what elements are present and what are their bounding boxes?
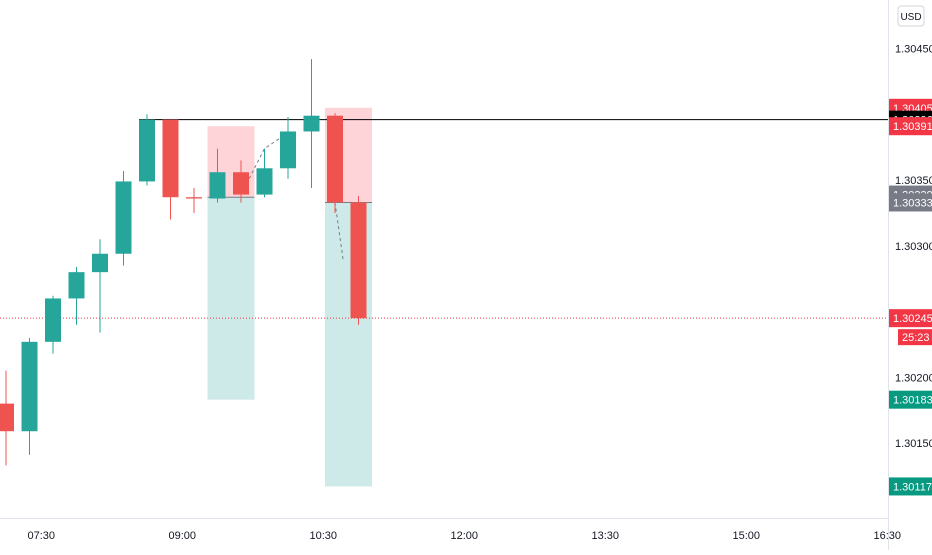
price-tag-box (889, 193, 932, 212)
time-tick-label: 09:00 (168, 530, 196, 542)
price-tag-text: 1.30333 (893, 197, 932, 209)
candle-body (209, 172, 226, 199)
candle-body (303, 115, 320, 132)
candle (350, 195, 367, 325)
candle (233, 160, 249, 203)
candle (0, 370, 14, 466)
time-tick-label: 15:00 (732, 530, 760, 542)
price-tag-text: 1.30117 (893, 481, 932, 493)
candle-body (280, 131, 296, 169)
candle-body (233, 172, 249, 195)
time-tick-label: 10:30 (309, 530, 337, 542)
price-tags: 1.304051.303961.303911.303391.303331.302… (889, 98, 932, 496)
position-zones[interactable] (207, 107, 373, 487)
time-tick-label: 07:30 (27, 530, 55, 542)
currency-box[interactable] (897, 5, 925, 27)
candles (0, 59, 367, 466)
price-tick-label: 1.30300 (895, 241, 932, 253)
price-tag: 1.30117 (889, 477, 932, 496)
candle (303, 59, 320, 189)
candle (209, 148, 226, 203)
candle-body (350, 202, 367, 319)
time-tick-label: 13:30 (591, 530, 619, 542)
countdown-tag: 25:23 (898, 329, 932, 346)
candle-body (256, 168, 273, 195)
price-tag-box (889, 117, 932, 136)
time-tick-label: 12:00 (450, 530, 478, 542)
candle-body (115, 181, 132, 254)
candle (21, 337, 38, 455)
price-tick-label: 1.30150 (895, 438, 932, 450)
candle-body (92, 253, 108, 273)
candle-body (68, 272, 85, 299)
price-tick-label: 1.30450 (895, 44, 932, 56)
price-tag: 1.30183 (889, 390, 932, 409)
candle (139, 114, 155, 186)
candle (115, 170, 132, 266)
countdown-text: 25:23 (902, 332, 930, 344)
price-tag: 1.30391 (889, 117, 932, 136)
candle-body (186, 197, 202, 199)
price-tag: 1.30333 (889, 193, 932, 212)
candle (68, 266, 85, 325)
candle (45, 295, 61, 354)
currency-selector[interactable]: USD (897, 5, 925, 27)
candle-body (21, 341, 38, 432)
price-tick-label: 1.30350 (895, 175, 932, 187)
candle (327, 113, 343, 213)
currency-label: USD (900, 12, 921, 23)
candle-body (162, 119, 179, 198)
price-tag-box (889, 477, 932, 496)
chart-lines (0, 119, 888, 319)
price-tick-label: 1.30200 (895, 372, 932, 384)
target-zone-0 (207, 197, 255, 400)
candle (92, 239, 108, 333)
candle (256, 148, 273, 198)
price-tag-box (889, 309, 932, 328)
price-tag-box (889, 390, 932, 409)
price-tag-text: 1.30391 (893, 121, 932, 133)
countdown-box (898, 329, 932, 346)
candle (186, 188, 202, 213)
candle-body (0, 403, 14, 432)
candle (162, 119, 179, 220)
price-tag: 1.30245 (889, 309, 932, 328)
price-tag-text: 1.30245 (893, 313, 932, 325)
price-tag-text: 1.30183 (893, 395, 932, 407)
candle-body (139, 119, 155, 182)
candle-body (327, 115, 343, 203)
time-tick-label: 16:30 (873, 530, 901, 542)
candle (280, 117, 296, 179)
candle-body (45, 298, 61, 342)
